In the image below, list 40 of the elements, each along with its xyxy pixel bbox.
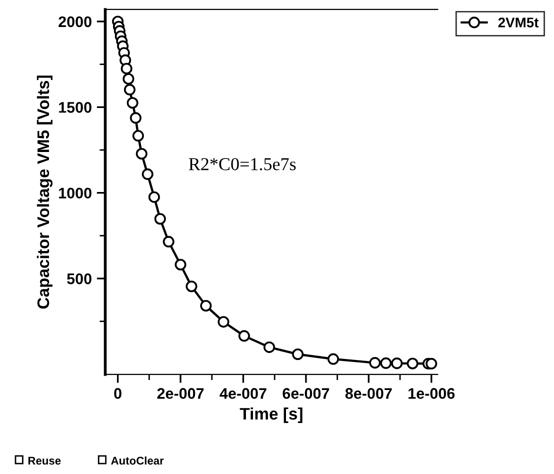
y-tick-label: 1500 (59, 102, 92, 113)
point (122, 73, 134, 85)
point (162, 236, 174, 248)
point (142, 168, 154, 180)
x-tick-label: 2e-007 (157, 388, 204, 399)
point (200, 300, 212, 312)
x-tick-label: 4e-007 (220, 388, 266, 399)
point (124, 84, 136, 96)
point (264, 341, 276, 353)
x-tick-label: 8e-007 (345, 388, 392, 399)
point (186, 280, 198, 292)
annotation: R2*C0=1.5e7s (188, 158, 296, 170)
point (327, 353, 339, 365)
point (391, 358, 403, 370)
point (380, 357, 392, 369)
point (130, 112, 142, 124)
point (369, 357, 381, 369)
y-tick-label: 1000 (59, 188, 92, 199)
point (148, 191, 160, 203)
point (132, 130, 144, 142)
x-tick-label: 1e-006 (408, 388, 455, 399)
point (174, 258, 186, 270)
text: AutoClear (111, 456, 164, 465)
legend-label: 2VM5t (498, 18, 539, 28)
point (238, 330, 250, 342)
point (154, 213, 166, 225)
y-axis-title: Capacitor Voltage VM5 [Volts] (36, 76, 53, 309)
x-tick-label: 0 (114, 388, 122, 399)
text: Reuse (28, 456, 61, 465)
x-tick-label: 6e-007 (282, 388, 330, 399)
x-axis-title: Time [s] (240, 407, 302, 423)
point (218, 316, 230, 328)
point (426, 358, 438, 370)
y-tick-label: 500 (67, 273, 92, 284)
point (292, 348, 304, 360)
point (136, 148, 148, 160)
y-tick-label: 2000 (58, 16, 92, 28)
point (120, 62, 132, 74)
point (126, 97, 138, 109)
point (406, 358, 418, 370)
